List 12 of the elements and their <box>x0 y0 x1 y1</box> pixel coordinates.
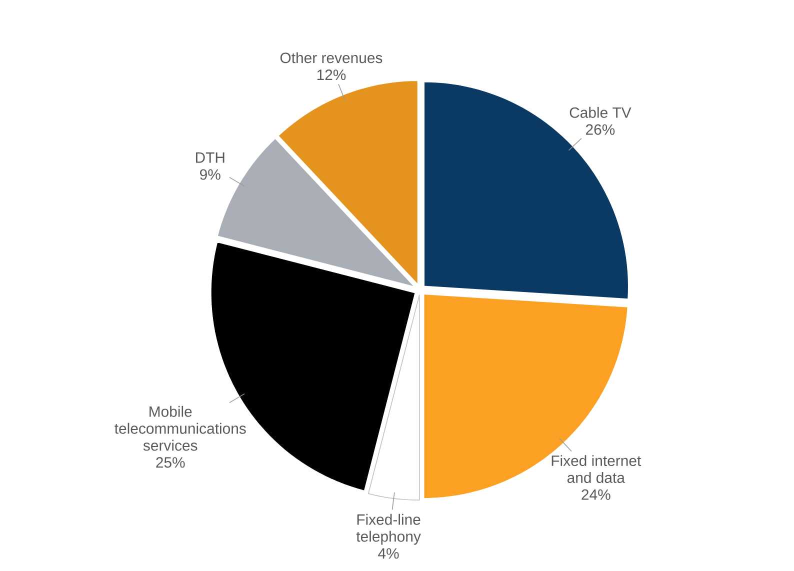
slice-label: Fixed internet and data <box>552 455 642 483</box>
data-label: 25% <box>156 457 185 468</box>
data-label: 24% <box>582 489 610 500</box>
data-label: 26% <box>586 124 615 135</box>
data-label: 9% <box>200 169 220 180</box>
slice-label: DTH <box>196 152 224 163</box>
data-label: 12% <box>317 70 346 80</box>
slice-label: Fixed-line telephony <box>356 514 421 545</box>
slice-label: Cable TV <box>570 106 632 118</box>
slice-label: Other revenues <box>280 52 382 64</box>
slice-label: Mobile telecommunications services <box>114 406 246 451</box>
data-label: 4% <box>378 548 399 559</box>
